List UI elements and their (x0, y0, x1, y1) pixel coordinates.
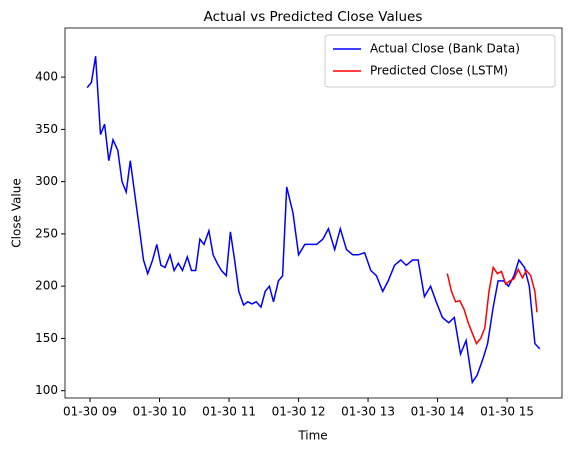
legend-label: Actual Close (Bank Data) (370, 42, 520, 56)
line-series (446, 265, 538, 346)
x-tick-label: 01-30 15 (480, 405, 534, 419)
y-tick-label: 300 (35, 174, 58, 188)
plot-frame (64, 27, 563, 399)
x-tick-label: 01-30 11 (202, 405, 256, 419)
legend-box (324, 34, 556, 88)
y-tick-label: 350 (35, 122, 58, 136)
x-axis-label: Time (297, 429, 327, 443)
x-tick-label: 01-30 10 (133, 405, 187, 419)
x-tick-label: 01-30 13 (341, 405, 395, 419)
chart-title: Actual vs Predicted Close Values (204, 9, 423, 25)
x-tick-label: 01-30 14 (411, 405, 465, 419)
y-axis-label: Close Value (10, 178, 24, 247)
y-tick-label: 200 (35, 279, 58, 293)
y-tick-label: 150 (35, 331, 58, 345)
y-tick-label: 400 (35, 70, 58, 84)
line-series (86, 56, 541, 385)
y-tick-label: 100 (35, 383, 58, 397)
x-tick-label: 01-30 12 (272, 405, 326, 419)
x-tick-label: 01-30 09 (63, 405, 117, 419)
y-tick-label: 250 (35, 226, 58, 240)
legend-label: Predicted Close (LSTM) (370, 64, 508, 78)
